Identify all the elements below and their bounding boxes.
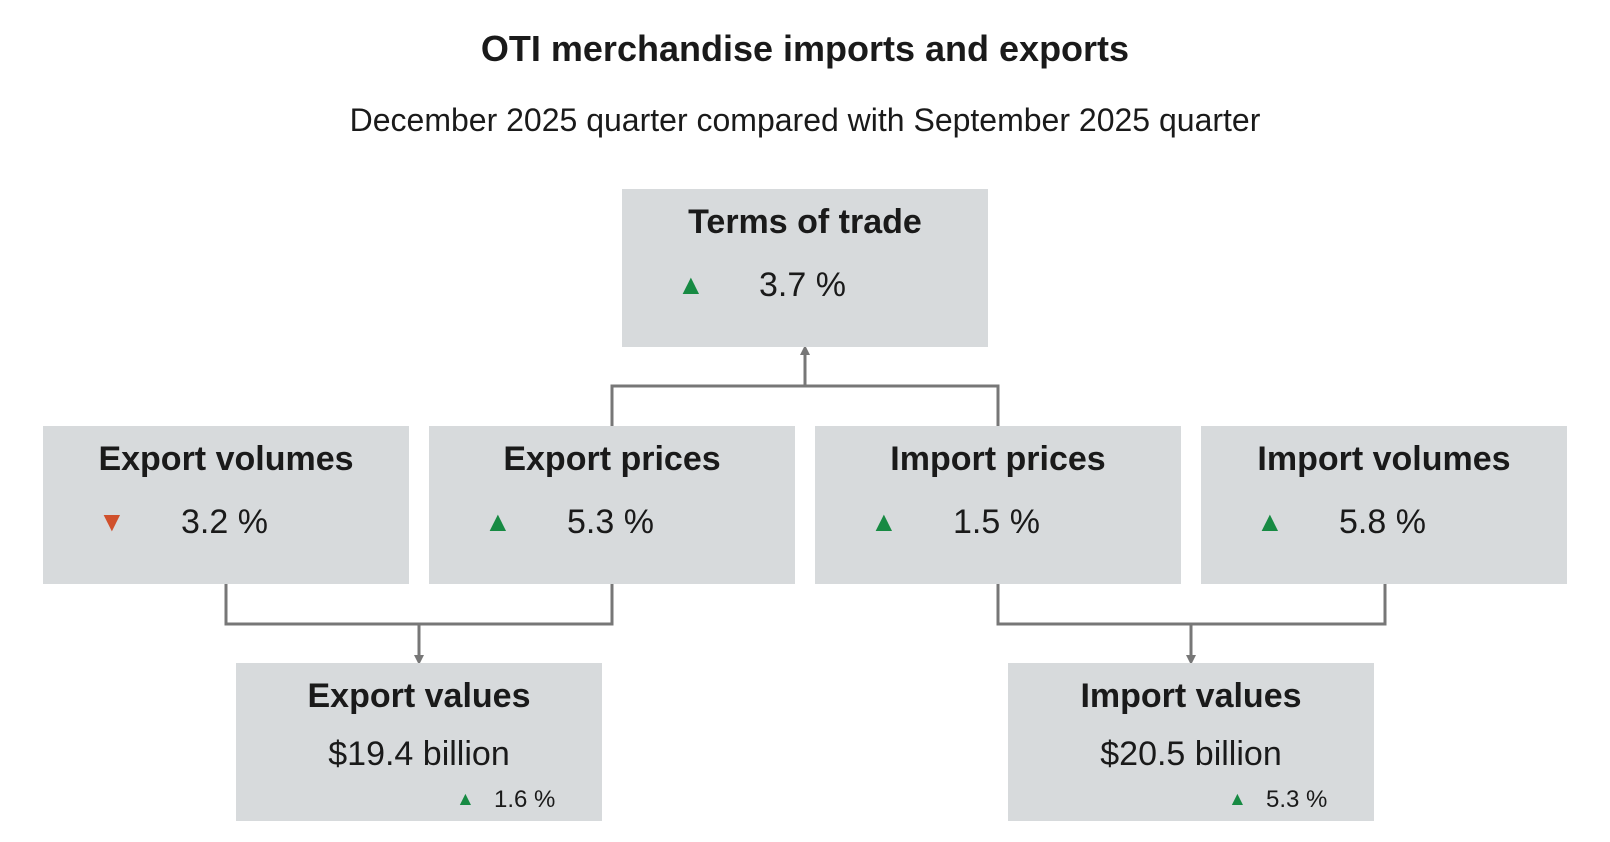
up-triangle-icon: ▲ xyxy=(870,506,898,537)
up-triangle-icon: ▲ xyxy=(1228,789,1247,810)
down-triangle-icon: ▼ xyxy=(98,506,126,537)
export-values-title: Export values xyxy=(307,677,531,715)
chart-title: OTI merchandise imports and exports xyxy=(480,28,1130,69)
import-values-title: Import values xyxy=(1080,677,1302,715)
export-volumes-change: 3.2 % xyxy=(181,503,268,541)
up-triangle-icon: ▲ xyxy=(677,269,705,300)
export-prices-box: Export prices ▲ 5.3 % xyxy=(429,426,795,584)
connector-exports-to-values xyxy=(224,584,614,626)
connector-prices-to-terms xyxy=(610,384,1000,426)
export-values-change: 1.6 % xyxy=(494,786,556,813)
import-volumes-box: Import volumes ▲ 5.8 % xyxy=(1201,426,1567,584)
terms-of-trade-box: Terms of trade ▲ 3.7 % xyxy=(622,189,988,347)
up-triangle-icon: ▲ xyxy=(1256,506,1284,537)
import-values-change: 5.3 % xyxy=(1266,786,1328,813)
export-values-amount: $19.4 billion xyxy=(328,735,510,773)
import-prices-box: Import prices ▲ 1.5 % xyxy=(815,426,1181,584)
terms-of-trade-title: Terms of trade xyxy=(688,203,922,241)
connector-imports-to-values xyxy=(996,584,1387,626)
import-values-amount: $20.5 billion xyxy=(1100,735,1282,773)
terms-of-trade-change: 3.7 % xyxy=(759,266,846,304)
export-volumes-title: Export volumes xyxy=(98,440,354,478)
import-volumes-title: Import volumes xyxy=(1257,440,1511,478)
export-prices-title: Export prices xyxy=(503,440,721,478)
import-prices-change: 1.5 % xyxy=(953,503,1040,541)
export-values-box: Export values $19.4 billion ▲ 1.6 % xyxy=(236,663,602,821)
up-triangle-icon: ▲ xyxy=(456,789,475,810)
import-prices-title: Import prices xyxy=(890,440,1106,478)
export-prices-change: 5.3 % xyxy=(567,503,654,541)
chart-subtitle: December 2025 quarter compared with Sept… xyxy=(349,102,1261,138)
export-volumes-box: Export volumes ▼ 3.2 % xyxy=(43,426,409,584)
import-values-box: Import values $20.5 billion ▲ 5.3 % xyxy=(1008,663,1374,821)
import-volumes-change: 5.8 % xyxy=(1339,503,1426,541)
up-triangle-icon: ▲ xyxy=(484,506,512,537)
